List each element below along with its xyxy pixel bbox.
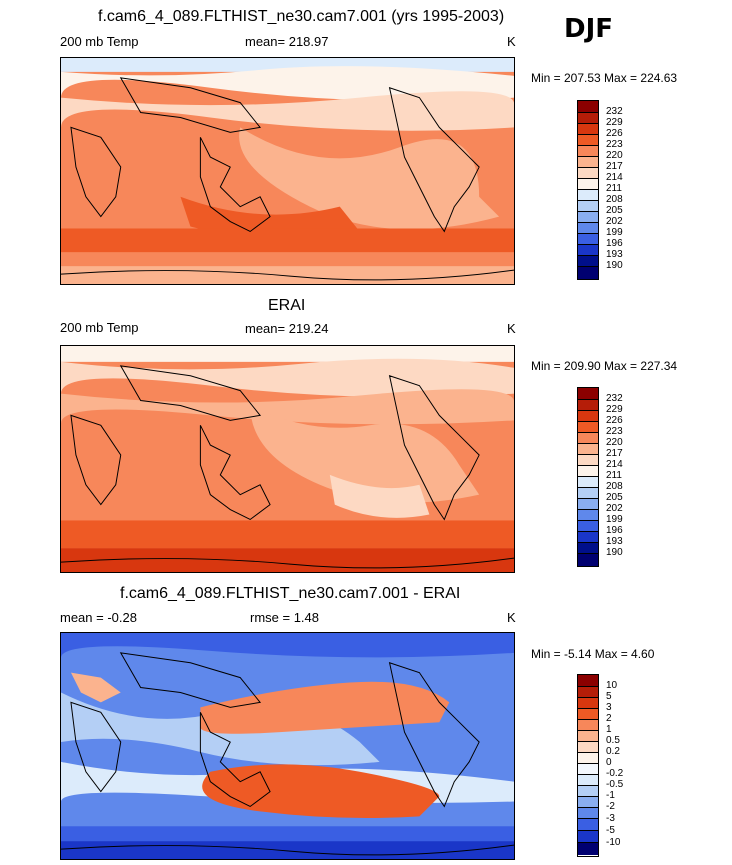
panel-obs-units-label: K (507, 321, 516, 336)
tick-label: 223 (606, 426, 623, 437)
tick-label: 0.5 (606, 735, 620, 746)
panel-obs-variable-label: 200 mb Temp (60, 320, 139, 335)
tick-label: 220 (606, 150, 623, 161)
panel-diff-colorbar (577, 674, 599, 857)
tick-label: 214 (606, 459, 623, 470)
panel-diff-rmse-label: rmse = 1.48 (250, 610, 320, 625)
tick-label: 202 (606, 503, 623, 514)
panel-model-units-label: K (507, 34, 516, 49)
tick-label: 232 (606, 106, 623, 117)
season-label: DJF (564, 14, 614, 44)
panel-model-colorbar (577, 100, 599, 280)
tick-label: 226 (606, 415, 623, 426)
tick-label: 190 (606, 260, 623, 271)
tick-label: 220 (606, 437, 623, 448)
tick-label: -3 (606, 813, 615, 824)
panel-model-minmax: Min = 207.53 Max = 224.63 (531, 71, 678, 85)
panel-model-variable-label: 200 mb Temp (60, 34, 139, 49)
tick-label: 226 (606, 128, 623, 139)
tick-label: 193 (606, 536, 623, 547)
panel-obs-title: ERAI (268, 297, 306, 314)
tick-label: 2 (606, 713, 612, 724)
tick-label: -5 (606, 825, 615, 836)
tick-label: -2 (606, 801, 615, 812)
tick-label: 208 (606, 194, 623, 205)
tick-label: 196 (606, 525, 623, 536)
tick-label: 199 (606, 514, 623, 525)
panel-obs-mean-label: mean= 219.24 (245, 321, 329, 336)
panel-diff-map (60, 632, 515, 860)
tick-label: -0.5 (606, 779, 624, 790)
panel-diff-field (61, 633, 514, 859)
tick-label: 229 (606, 117, 623, 128)
tick-label: 214 (606, 172, 623, 183)
tick-label: 217 (606, 448, 623, 459)
tick-label: 196 (606, 238, 623, 249)
tick-label: 232 (606, 393, 623, 404)
tick-label: 202 (606, 216, 623, 227)
panel-obs-minmax: Min = 209.90 Max = 227.34 (531, 359, 678, 373)
panel-model-field (61, 58, 514, 284)
tick-label: 211 (606, 183, 622, 194)
tick-label: 0 (606, 757, 612, 768)
panel-diff-minmax: Min = -5.14 Max = 4.60 (531, 647, 655, 661)
tick-label: 1 (606, 724, 612, 735)
tick-label: -1 (606, 790, 615, 801)
tick-label: 5 (606, 691, 612, 702)
panel-model-mean-label: mean= 218.97 (245, 34, 329, 49)
tick-label: 229 (606, 404, 623, 415)
panel-obs-map (60, 345, 515, 573)
tick-label: 208 (606, 481, 623, 492)
tick-label: 211 (606, 470, 622, 481)
tick-label: -0.2 (606, 768, 624, 779)
tick-label: 193 (606, 249, 623, 260)
panel-obs-colorbar (577, 387, 599, 567)
tick-label: -10 (606, 837, 621, 848)
tick-label: 190 (606, 547, 623, 558)
panel-model-map (60, 57, 515, 285)
panel-model-title: f.cam6_4_089.FLTHIST_ne30.cam7.001 (yrs … (98, 8, 505, 25)
tick-label: 205 (606, 205, 623, 216)
tick-label: 199 (606, 227, 623, 238)
panel-diff-title: f.cam6_4_089.FLTHIST_ne30.cam7.001 - ERA… (120, 585, 461, 602)
tick-label: 223 (606, 139, 623, 150)
tick-label: 205 (606, 492, 623, 503)
tick-label: 0.2 (606, 746, 620, 757)
tick-label: 3 (606, 702, 612, 713)
panel-obs-field (61, 346, 514, 572)
panel-diff-units-label: K (507, 610, 516, 625)
panel-diff-mean-label: mean = -0.28 (60, 610, 137, 625)
tick-label: 10 (606, 680, 618, 691)
tick-label: 217 (606, 161, 623, 172)
